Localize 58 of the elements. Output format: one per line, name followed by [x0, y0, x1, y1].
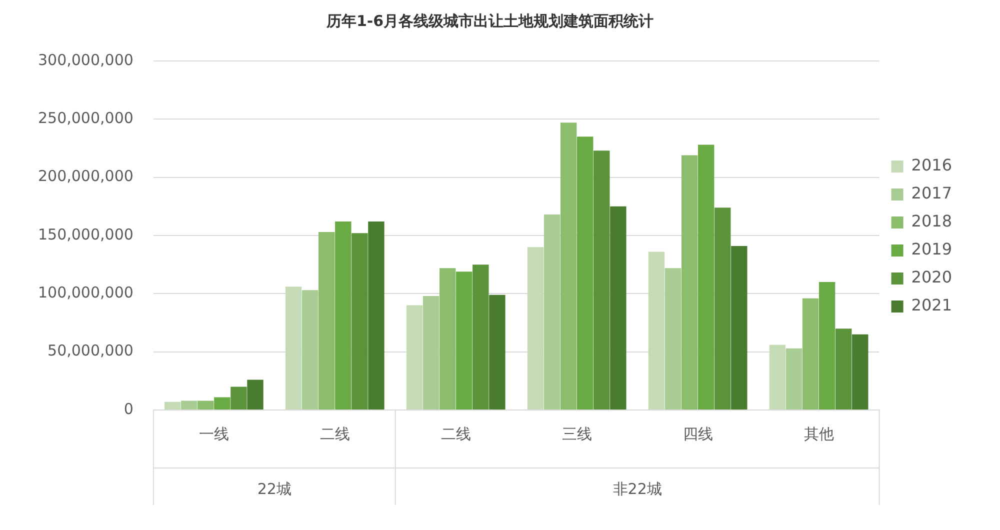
- bar: [318, 232, 335, 410]
- bar: [527, 247, 544, 410]
- y-tick-label: 0: [124, 400, 134, 418]
- y-tick-label: 50,000,000: [48, 342, 134, 360]
- bar: [818, 282, 836, 410]
- chart-title: 历年1-6月各线级城市出让土地规划建筑面积统计: [325, 12, 654, 30]
- bar: [681, 155, 698, 410]
- bar: [802, 298, 819, 410]
- bar: [352, 233, 368, 410]
- x-tick-label: 一线: [198, 424, 229, 443]
- bar: [544, 214, 560, 410]
- x-tick-label: 四线: [682, 424, 713, 443]
- bar: [835, 328, 852, 410]
- y-tick-label: 250,000,000: [38, 109, 134, 128]
- bar: [181, 400, 198, 410]
- bar: [769, 344, 786, 410]
- bar: [472, 264, 489, 410]
- y-tick-label: 100,000,000: [38, 284, 134, 302]
- bar: [285, 286, 302, 410]
- bar: [664, 268, 682, 410]
- bar: [577, 136, 594, 410]
- legend-label: 2020: [911, 268, 952, 287]
- bar: [560, 122, 577, 410]
- bar: [368, 222, 384, 410]
- bar: [489, 294, 506, 410]
- bar: [214, 397, 230, 410]
- bar: [731, 246, 748, 410]
- bar: [786, 348, 802, 410]
- bar: [852, 334, 868, 410]
- x-tick-label: 二线: [320, 424, 350, 443]
- y-tick-label: 300,000,000: [38, 50, 134, 69]
- bar: [335, 222, 352, 410]
- legend-label: 2018: [911, 212, 952, 231]
- bar: [247, 380, 264, 410]
- bar: [302, 290, 318, 410]
- x-tick-label: 三线: [562, 424, 592, 443]
- bar: [230, 386, 247, 410]
- y-tick-label: 200,000,000: [38, 167, 134, 186]
- legend-label: 2021: [911, 296, 952, 315]
- x-tick-label: 二线: [440, 424, 471, 443]
- bar: [406, 305, 423, 410]
- legend-label: 2017: [911, 184, 952, 203]
- bar: [440, 268, 456, 410]
- bar: [714, 208, 731, 410]
- bar: [698, 144, 714, 410]
- legend-label: 2016: [911, 156, 952, 175]
- text: 非22城: [612, 480, 662, 498]
- bar: [610, 206, 626, 410]
- bar: [456, 272, 472, 410]
- bar: [648, 252, 665, 410]
- bar: [422, 296, 440, 410]
- bar: [198, 400, 214, 410]
- bar: [594, 150, 610, 410]
- bar: [164, 402, 181, 410]
- y-tick-label: 150,000,000: [38, 225, 134, 244]
- legend-label: 2019: [911, 240, 952, 259]
- text: 22城: [257, 480, 292, 498]
- x-tick-label: 其他: [804, 424, 834, 443]
